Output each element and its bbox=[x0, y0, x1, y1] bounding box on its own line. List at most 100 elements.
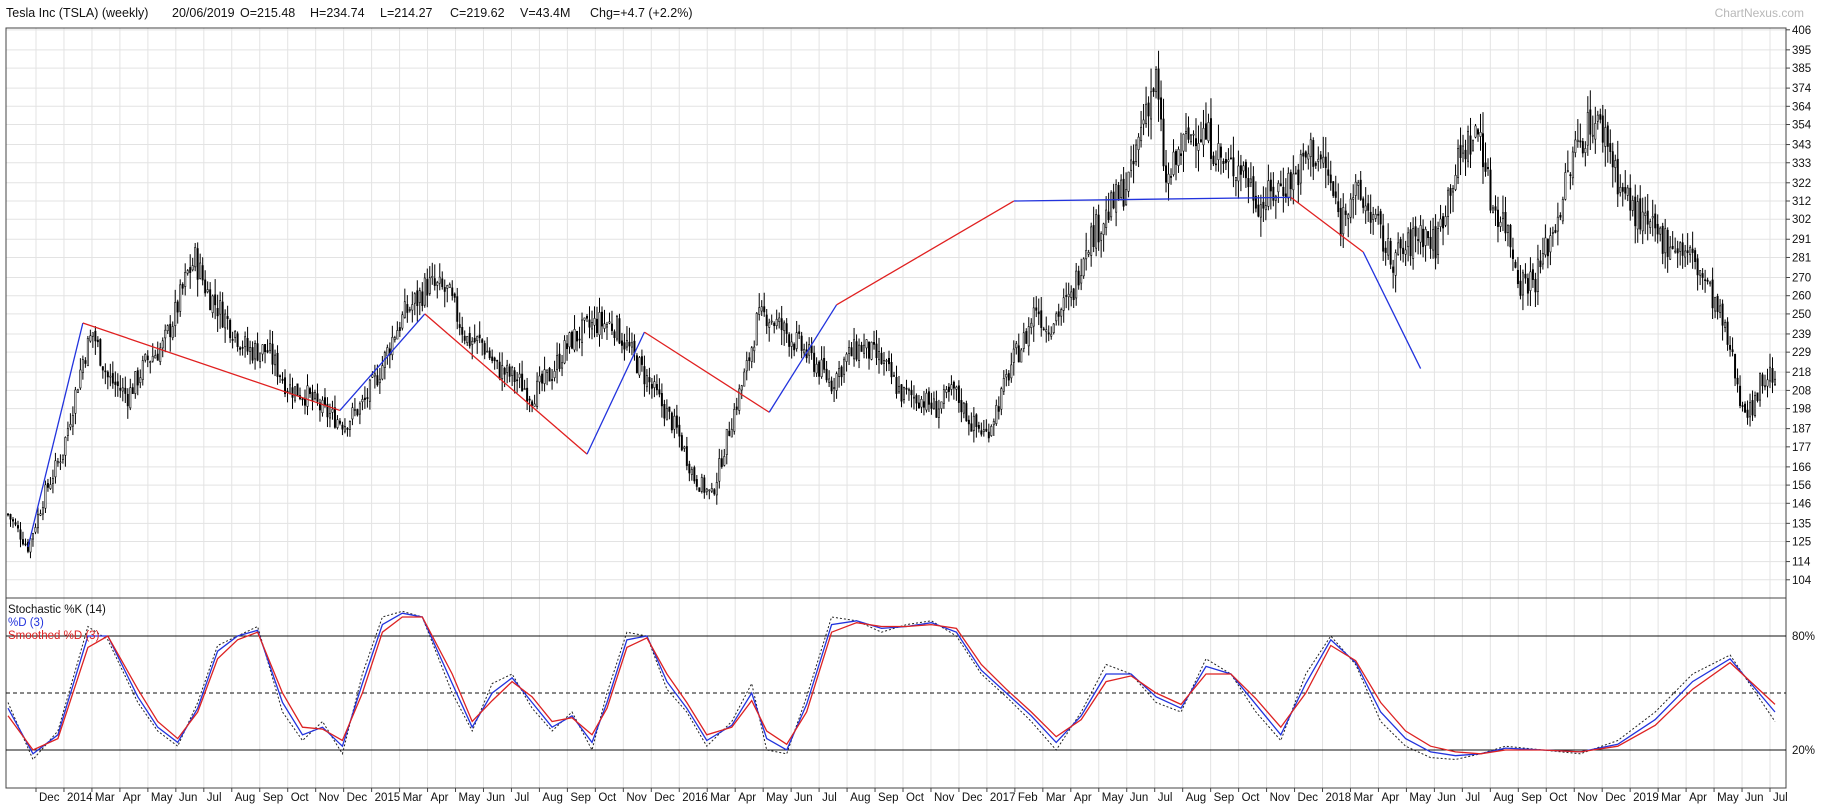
candle-body bbox=[1364, 205, 1367, 212]
candle-body bbox=[1734, 353, 1737, 379]
candle-body bbox=[119, 387, 122, 391]
candle-body bbox=[947, 386, 950, 392]
candle-body bbox=[1012, 348, 1015, 363]
candle-body bbox=[1639, 198, 1642, 230]
candle-body bbox=[66, 428, 69, 436]
candle-body bbox=[718, 458, 721, 482]
time-tick-label: Jun bbox=[1130, 792, 1149, 804]
candle-body bbox=[1449, 188, 1452, 196]
candle-body bbox=[586, 315, 589, 319]
candle-body bbox=[1399, 239, 1402, 249]
time-tick-label: Apr bbox=[1074, 792, 1092, 804]
candle-body bbox=[1766, 379, 1769, 387]
candle-body bbox=[843, 358, 846, 375]
candle-body bbox=[189, 267, 192, 273]
candle-body bbox=[650, 383, 653, 389]
candle-body bbox=[1147, 102, 1150, 117]
candle-body bbox=[935, 400, 938, 418]
candle-body bbox=[493, 357, 496, 362]
candle-body bbox=[840, 366, 843, 378]
candle-body bbox=[1634, 196, 1637, 227]
candle-body bbox=[1484, 162, 1487, 172]
candle-body bbox=[615, 316, 618, 340]
candle-body bbox=[620, 340, 623, 346]
candle-body bbox=[1194, 138, 1197, 147]
candle-body bbox=[1601, 115, 1604, 143]
candle-body bbox=[1524, 273, 1527, 279]
candle-body bbox=[995, 405, 998, 424]
price-tick-label: 385 bbox=[1792, 63, 1811, 75]
candle-body bbox=[463, 335, 466, 341]
candle-body bbox=[61, 454, 64, 460]
candle-body bbox=[1342, 207, 1345, 235]
candle-body bbox=[818, 361, 821, 377]
candle-body bbox=[1541, 253, 1544, 265]
price-tick-label: 364 bbox=[1792, 101, 1812, 113]
price-tick-label: 406 bbox=[1792, 25, 1811, 37]
candle-body bbox=[1606, 125, 1609, 147]
price-tick-label: 322 bbox=[1792, 178, 1811, 190]
candle-body bbox=[1472, 140, 1474, 152]
candle-body bbox=[678, 424, 681, 437]
candle-body bbox=[982, 429, 985, 433]
price-tick-label: 166 bbox=[1792, 462, 1811, 474]
time-tick-label: Aug bbox=[235, 792, 255, 804]
candle-body bbox=[863, 344, 866, 354]
time-tick-label: Mar bbox=[95, 792, 115, 804]
candle-body bbox=[1177, 148, 1180, 166]
candle-body bbox=[1691, 248, 1694, 253]
candle-body bbox=[990, 426, 993, 436]
time-tick-label: Jul bbox=[822, 792, 837, 804]
candle-body bbox=[1105, 209, 1108, 228]
candle-body bbox=[1631, 200, 1634, 211]
candle-body bbox=[1244, 161, 1247, 179]
candle-body bbox=[556, 355, 559, 371]
candle-body bbox=[738, 388, 741, 411]
stoch-series-2 bbox=[7, 616, 1776, 755]
candle-body bbox=[910, 389, 913, 396]
candle-body bbox=[1514, 261, 1517, 268]
candle-body bbox=[1269, 179, 1272, 192]
candle-body bbox=[880, 352, 883, 365]
candle-body bbox=[1037, 311, 1040, 315]
candle-body bbox=[1412, 228, 1415, 259]
candle-body bbox=[1714, 296, 1717, 312]
price-tick-label: 229 bbox=[1792, 347, 1811, 359]
candle-body bbox=[1759, 373, 1762, 401]
candle-body bbox=[516, 379, 519, 382]
candle-body bbox=[1437, 228, 1440, 255]
candle-body bbox=[1329, 174, 1332, 184]
candle-body bbox=[471, 340, 474, 345]
time-tick-label: Oct bbox=[291, 792, 310, 804]
candle-body bbox=[1292, 173, 1295, 191]
quote-volume: V=43.4M bbox=[520, 6, 571, 20]
time-tick-label: Sep bbox=[1214, 792, 1234, 804]
candle-body bbox=[14, 522, 17, 525]
candle-body bbox=[905, 387, 908, 390]
candle-body bbox=[1055, 313, 1058, 322]
candle-body bbox=[675, 415, 678, 428]
candle-body bbox=[655, 384, 658, 391]
candle-body bbox=[358, 403, 361, 415]
candle-body bbox=[511, 367, 514, 377]
candle-body bbox=[663, 403, 666, 419]
candle-body bbox=[1751, 400, 1754, 416]
candle-body bbox=[1596, 114, 1599, 122]
candle-body bbox=[1501, 212, 1504, 219]
candle-body bbox=[451, 287, 454, 297]
price-tick-label: 177 bbox=[1792, 442, 1811, 454]
time-tick-label: May bbox=[459, 792, 481, 804]
candle-body bbox=[1175, 151, 1178, 165]
candle-body bbox=[1070, 291, 1073, 298]
time-tick-label: Feb bbox=[1018, 792, 1038, 804]
candle-body bbox=[1212, 155, 1215, 165]
candle-body bbox=[1434, 226, 1437, 259]
candle-body bbox=[1744, 403, 1747, 413]
candle-body bbox=[1090, 226, 1093, 256]
candle-body bbox=[24, 543, 27, 546]
candle-body bbox=[685, 446, 688, 466]
candle-body bbox=[226, 316, 229, 319]
candle-body bbox=[970, 423, 973, 432]
candle-body bbox=[845, 353, 848, 362]
